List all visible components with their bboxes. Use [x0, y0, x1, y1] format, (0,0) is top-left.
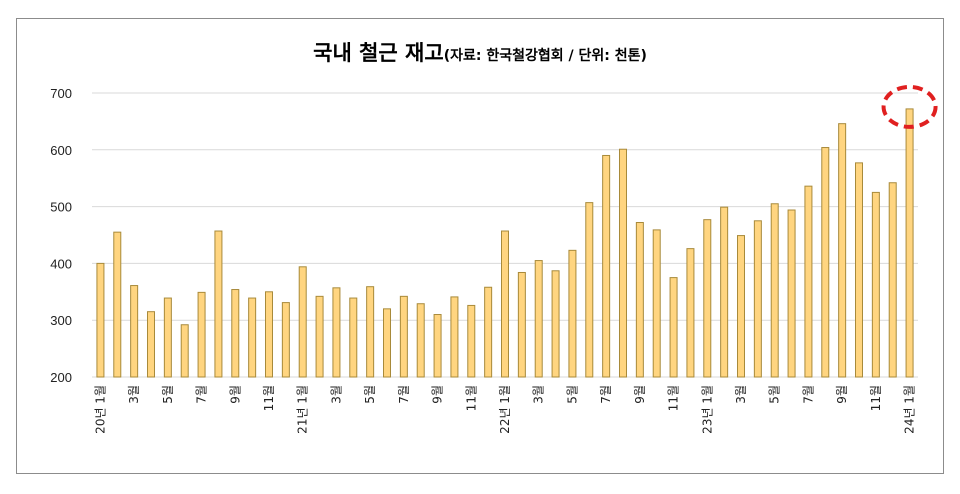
x-tick-label: 3월 [734, 385, 748, 404]
bar [147, 311, 155, 378]
bar [433, 314, 442, 378]
bar [905, 108, 914, 378]
y-tick-label: 300 [50, 313, 72, 328]
bars [96, 108, 914, 378]
x-tick-label: 7월 [801, 385, 815, 404]
bar [248, 297, 257, 378]
bar [281, 302, 290, 378]
bar [332, 287, 341, 378]
bar [501, 230, 509, 378]
x-tick-label: 7월 [195, 385, 209, 404]
x-axis-labels: 20년 1월 3월 5월 7월 9월 11월 21년 1월 3월 5월 7월 9월 11월 22년 1월… [93, 385, 916, 434]
bar [517, 271, 526, 378]
bar [602, 154, 611, 378]
x-tick-label: 11월 [667, 385, 681, 411]
y-tick-label: 600 [50, 143, 72, 158]
bar [383, 308, 391, 378]
bar [855, 162, 863, 378]
x-tick-label: 3월 [127, 385, 141, 404]
bar [585, 202, 594, 378]
x-tick-label: 7월 [599, 385, 613, 404]
bar [467, 304, 476, 378]
x-tick-label: 24년 1월 [903, 385, 917, 434]
bar [265, 291, 273, 378]
x-tick-label: 11월 [464, 385, 478, 411]
bar [416, 303, 425, 378]
bar [821, 147, 830, 378]
bar [753, 220, 762, 378]
x-tick-label: 9월 [633, 385, 647, 404]
x-tick-label: 3월 [532, 385, 546, 404]
bar [534, 260, 543, 378]
bar [551, 270, 560, 378]
y-tick-label: 500 [50, 200, 72, 215]
bar [180, 324, 189, 378]
x-tick-label: 22년 1월 [498, 385, 512, 434]
x-tick-label: 9월 [228, 385, 242, 404]
bar [888, 182, 897, 378]
annotations [881, 84, 938, 129]
chart-title: 국내 철근 재고(자료: 한국철강협회 / 단위: 천톤) [313, 41, 647, 65]
bar [720, 206, 729, 378]
x-tick-label: 7월 [397, 385, 411, 404]
x-tick-label: 5월 [363, 385, 377, 404]
bar [214, 230, 223, 378]
x-tick-label: 21년 1월 [296, 385, 310, 434]
bar [635, 222, 644, 378]
bar [770, 203, 779, 378]
x-tick-label: 3월 [329, 385, 343, 404]
highlight-circle [881, 84, 938, 129]
bar [737, 235, 745, 378]
bar [787, 209, 796, 378]
x-tick-label: 20년 1월 [93, 385, 107, 434]
bar [113, 231, 122, 378]
bar [96, 262, 105, 378]
bar [130, 285, 139, 378]
bar [349, 297, 358, 378]
y-axis-labels: 200 300 400 500 600 700 [50, 86, 72, 385]
x-tick-label: 9월 [431, 385, 445, 404]
bar [197, 291, 206, 378]
bar [568, 249, 577, 378]
x-tick-label: 5월 [565, 385, 579, 404]
x-tick-label: 23년 1월 [700, 385, 714, 434]
y-tick-label: 200 [50, 370, 72, 385]
bar [804, 185, 813, 378]
bar [163, 297, 172, 378]
x-tick-label: 5월 [768, 385, 782, 404]
y-tick-label: 700 [50, 86, 72, 101]
chart-title-main: 국내 철근 재고 [313, 41, 444, 65]
x-tick-label: 9월 [835, 385, 849, 404]
bar [366, 286, 375, 378]
bar [619, 148, 627, 378]
bar [703, 219, 712, 378]
bar [298, 266, 307, 378]
x-tick-label: 11월 [869, 385, 883, 411]
bar [669, 277, 678, 378]
bar [399, 295, 408, 378]
x-tick-label: 11월 [262, 385, 276, 411]
chart-subtitle: (자료: 한국철강협회 / 단위: 천톤) [444, 47, 647, 64]
bar [838, 123, 847, 378]
bar [484, 286, 493, 378]
bar [450, 296, 459, 378]
bar [686, 248, 695, 378]
gridlines [92, 92, 918, 378]
bar [231, 289, 240, 378]
y-tick-label: 400 [50, 256, 72, 271]
bar [652, 229, 661, 378]
bar [315, 295, 324, 378]
bar [871, 191, 880, 378]
x-tick-label: 5월 [161, 385, 175, 404]
